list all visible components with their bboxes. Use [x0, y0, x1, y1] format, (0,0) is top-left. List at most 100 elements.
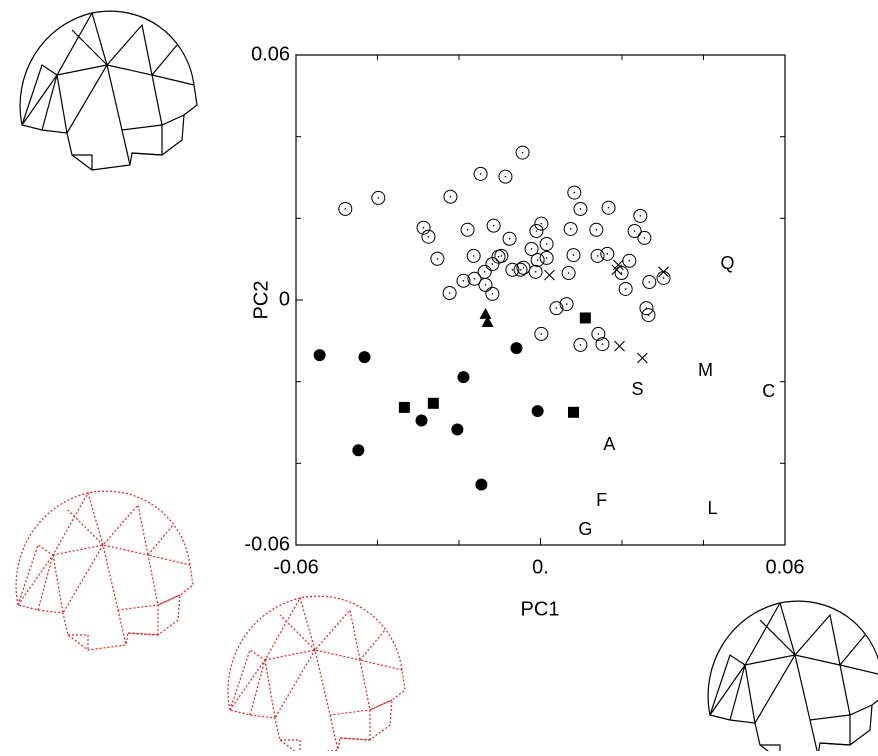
point-center — [633, 230, 636, 232]
point-ring — [591, 326, 606, 341]
point — [622, 253, 637, 268]
point — [415, 414, 428, 427]
point — [627, 223, 642, 238]
plot-frame — [295, 54, 786, 546]
point — [457, 371, 470, 384]
point-center — [569, 228, 572, 230]
point-ring — [466, 248, 481, 263]
point-center — [565, 303, 568, 305]
point-center — [530, 248, 533, 250]
point-center — [595, 228, 598, 231]
point-center — [536, 259, 539, 261]
point — [539, 250, 554, 265]
y-tick-label: 0.06 — [251, 43, 290, 65]
point-ring — [530, 252, 545, 267]
skull-icon — [707, 600, 878, 756]
point — [568, 406, 580, 418]
point-ring — [460, 222, 475, 237]
point — [358, 351, 371, 364]
point-label: S — [631, 379, 643, 399]
point-center — [508, 237, 511, 240]
point-center — [504, 175, 507, 178]
point — [658, 266, 669, 278]
point — [467, 271, 482, 286]
point — [505, 262, 520, 277]
point-center — [491, 293, 494, 295]
point-center — [479, 173, 482, 175]
point-center — [601, 343, 604, 345]
point-center — [535, 230, 538, 232]
point-center — [462, 280, 465, 282]
point-center — [466, 228, 469, 231]
skull-icon — [19, 10, 198, 171]
point-ring — [600, 246, 615, 261]
point-center — [491, 263, 494, 265]
point-center — [449, 195, 452, 198]
point-ring — [595, 337, 610, 352]
point — [513, 262, 528, 277]
point — [477, 264, 492, 279]
point — [614, 340, 625, 352]
point-ring — [589, 222, 604, 237]
point — [371, 190, 386, 205]
point-center — [606, 253, 609, 255]
point — [589, 222, 604, 237]
point-ring — [561, 266, 576, 281]
point-center — [607, 206, 610, 209]
point-ring — [477, 264, 492, 279]
skull-icon — [15, 490, 194, 651]
point-ring — [539, 237, 554, 252]
point — [451, 423, 464, 436]
point — [498, 169, 513, 184]
point — [515, 145, 530, 160]
x-tick-label: 0. — [532, 556, 549, 578]
point-ring — [513, 262, 528, 277]
point — [510, 342, 523, 355]
point-center — [643, 237, 646, 239]
point-center — [620, 272, 623, 274]
point — [559, 297, 574, 312]
point-ring — [473, 166, 488, 181]
point — [633, 208, 648, 223]
point-ring — [430, 251, 445, 266]
point — [486, 218, 501, 233]
point-ring — [456, 273, 471, 288]
point-ring — [534, 326, 549, 341]
point-center — [567, 272, 570, 274]
point — [352, 444, 365, 457]
point — [398, 401, 410, 413]
point-center — [624, 288, 627, 290]
point-center — [648, 281, 651, 283]
point-ring — [502, 231, 517, 246]
point — [549, 301, 564, 316]
point — [338, 201, 353, 216]
point — [421, 229, 436, 244]
point-ring — [421, 229, 436, 244]
point-center — [422, 226, 425, 229]
point-ring — [443, 189, 458, 204]
point-ring — [641, 308, 656, 323]
point — [637, 230, 652, 245]
point-label: L — [707, 498, 717, 518]
point-ring — [590, 248, 605, 263]
point-ring — [549, 301, 564, 316]
point-ring — [498, 169, 513, 184]
point — [544, 269, 555, 281]
point — [641, 308, 656, 323]
point-center — [521, 151, 524, 154]
point-center — [511, 268, 514, 271]
point-center — [555, 307, 558, 309]
point-center — [628, 260, 631, 262]
point — [427, 397, 439, 409]
point-ring — [627, 223, 642, 238]
point-ring — [416, 220, 431, 235]
point — [466, 248, 481, 263]
point-center — [545, 243, 548, 245]
point-ring — [338, 201, 353, 216]
point — [443, 189, 458, 204]
point-center — [597, 333, 600, 335]
point-center — [500, 255, 503, 257]
point-label: M — [698, 360, 713, 380]
point — [600, 246, 615, 261]
